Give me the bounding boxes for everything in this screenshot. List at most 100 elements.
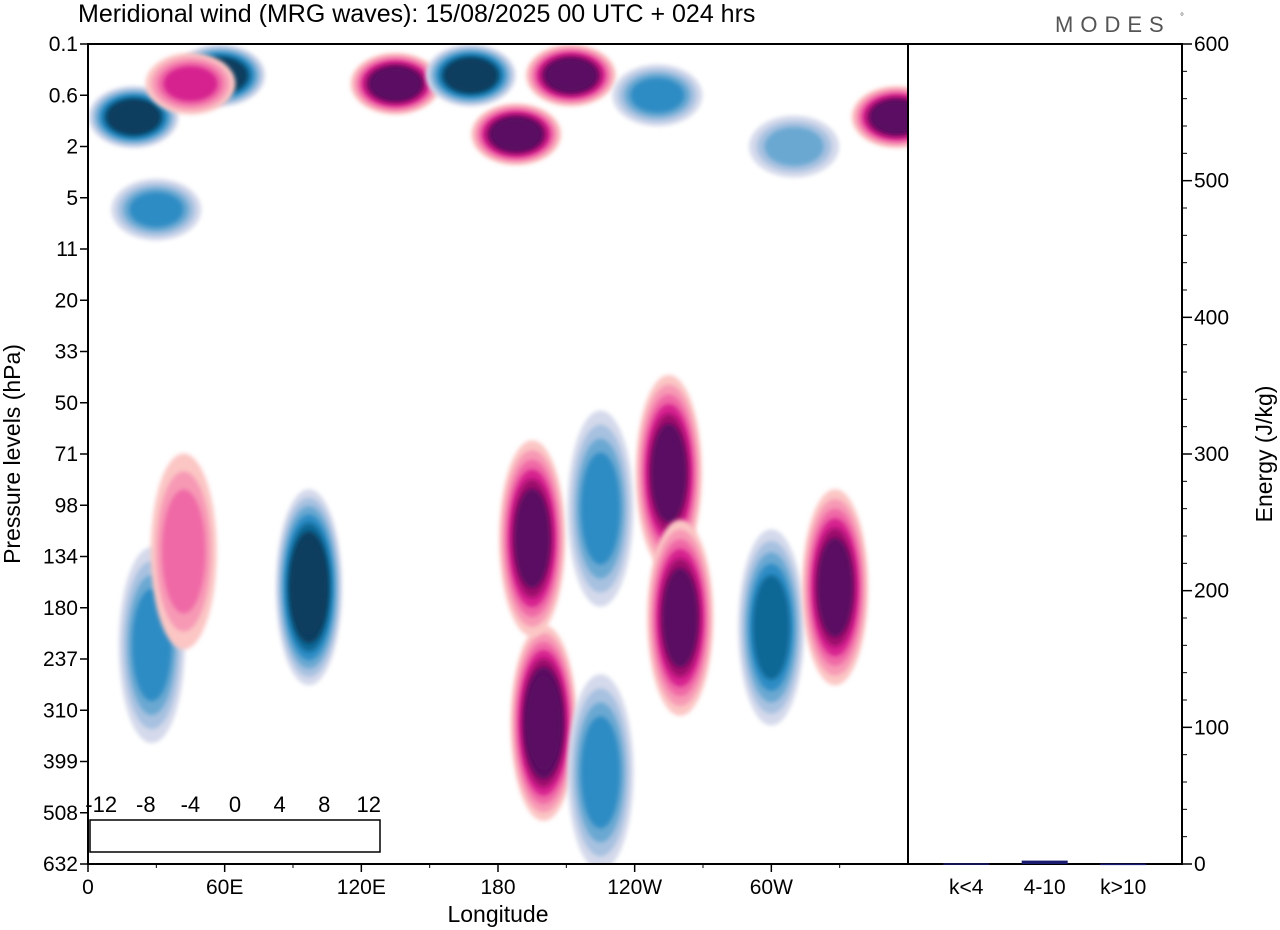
contour-feature <box>145 52 236 115</box>
contour-band <box>162 489 206 614</box>
x-tick-label: 60E <box>206 876 243 899</box>
logo-mark: ° <box>1180 12 1184 23</box>
contour-band <box>514 488 550 588</box>
y-tick-label: 20 <box>55 289 78 312</box>
y-tick-label: 2 <box>66 136 78 159</box>
y-tick-label: 71 <box>55 443 78 466</box>
contour-feature <box>749 115 840 178</box>
y-tick-label: 237 <box>43 648 78 671</box>
y-axis-label: Pressure levels (hPa) <box>0 344 25 564</box>
contour-band <box>817 537 853 637</box>
x-tick-label: 120E <box>337 876 386 899</box>
energy-category-label: k>10 <box>1100 876 1146 899</box>
energy-tick-label: 600 <box>1194 33 1229 56</box>
energy-tick-label: 200 <box>1194 580 1229 603</box>
colorbar-label: 4 <box>273 792 285 817</box>
y-tick-label: 5 <box>66 187 78 210</box>
heatmap-panel: 0.1 0.6 2 5 11 20 33 50 71 98 134 180 237 310 399 508 63… <box>43 33 909 899</box>
energy-axis: 0 100 200 300 400 500 600 <box>1182 33 1229 876</box>
contour-band <box>873 102 908 132</box>
colorbar: -12 -8 -4 0 4 8 12 <box>85 792 381 853</box>
x-tick-label: 180 <box>480 876 515 899</box>
energy-frame <box>907 43 1183 865</box>
contour-feature <box>150 453 217 650</box>
y-tick-label: 0.6 <box>49 84 78 107</box>
energy-bar <box>1100 863 1147 866</box>
x-tick-label: 0 <box>82 876 94 899</box>
logo-text: MODES <box>1055 12 1171 37</box>
contour-feature <box>471 103 562 166</box>
contour-feature <box>275 489 342 686</box>
y-tick-label: 33 <box>55 341 78 364</box>
x-tick-label: 120W <box>607 876 662 899</box>
colorbar-frame <box>89 819 381 853</box>
contour-band <box>447 60 495 91</box>
energy-tick-label: 0 <box>1194 853 1206 876</box>
contour-feature <box>510 624 577 821</box>
colorbar-label: 12 <box>357 792 381 817</box>
contour-band <box>129 192 184 228</box>
contour-band <box>492 119 540 150</box>
energy-category-label: k<4 <box>949 876 984 899</box>
contour-feature <box>851 86 908 148</box>
contour-field <box>88 44 908 864</box>
contour-band <box>580 716 621 829</box>
energy-bars: k<4 4-10 k>10 <box>943 860 1147 899</box>
contour-band <box>110 102 157 132</box>
y-tick-label: 632 <box>43 853 78 876</box>
contour-band <box>526 675 561 771</box>
pressure-axis: 0.1 0.6 2 5 11 20 33 50 71 98 134 180 237 310 399 508 63… <box>43 33 88 876</box>
contour-band <box>630 77 685 113</box>
y-tick-label: 0.1 <box>49 33 78 56</box>
energy-tick-label: 500 <box>1194 170 1229 193</box>
y-tick-label: 98 <box>55 494 78 517</box>
contour-band <box>662 568 698 668</box>
colorbar-label: -4 <box>181 792 201 817</box>
contour-feature <box>425 44 516 107</box>
energy-category-label: 4-10 <box>1024 876 1066 899</box>
contour-feature <box>738 529 805 726</box>
contour-band <box>372 68 419 99</box>
contour-band <box>752 575 790 680</box>
contour-band <box>547 60 595 91</box>
colorbar-label: 8 <box>318 792 330 817</box>
contour-feature <box>567 674 634 864</box>
contour-feature <box>567 410 634 607</box>
energy-panel: 0 100 200 300 400 500 600 k<4 4-10 k>10 <box>907 33 1229 899</box>
energy-tick-label: 400 <box>1194 306 1229 329</box>
y-tick-label: 310 <box>43 699 78 722</box>
contour-band <box>163 66 218 102</box>
energy-axis-label: Energy (J/kg) <box>1251 386 1277 523</box>
contour-feature <box>647 519 714 716</box>
contour-band <box>291 539 327 635</box>
y-tick-label: 11 <box>56 238 78 261</box>
contour-band <box>651 423 687 523</box>
energy-tick-label: 100 <box>1194 716 1229 739</box>
energy-bar <box>943 863 990 865</box>
contour-feature <box>525 44 616 107</box>
contour-feature <box>499 440 566 637</box>
x-tick-label: 60W <box>750 876 793 899</box>
energy-bar <box>1021 860 1068 864</box>
contour-band <box>764 127 824 166</box>
colorbar-label: -8 <box>136 792 156 817</box>
x-axis-label: Longitude <box>447 901 548 927</box>
contour-feature <box>612 64 703 127</box>
colorbar-label: -12 <box>85 792 117 817</box>
heatmap-background <box>88 44 908 864</box>
y-tick-label: 399 <box>43 751 78 774</box>
y-tick-label: 180 <box>43 597 78 620</box>
chart-title: Meridional wind (MRG waves): 15/08/2025 … <box>78 0 755 28</box>
y-tick-label: 508 <box>43 802 78 825</box>
energy-tick-label: 300 <box>1194 443 1229 466</box>
contour-band <box>580 452 621 565</box>
contour-feature <box>88 86 179 148</box>
longitude-axis: 0 60E 120E 180 120W 60W <box>82 864 841 899</box>
contour-feature <box>111 178 202 241</box>
contour-feature <box>802 489 869 686</box>
y-tick-label: 134 <box>43 546 78 569</box>
colorbar-label: 0 <box>229 792 241 817</box>
y-tick-label: 50 <box>55 392 78 415</box>
contour-feature <box>350 52 441 115</box>
